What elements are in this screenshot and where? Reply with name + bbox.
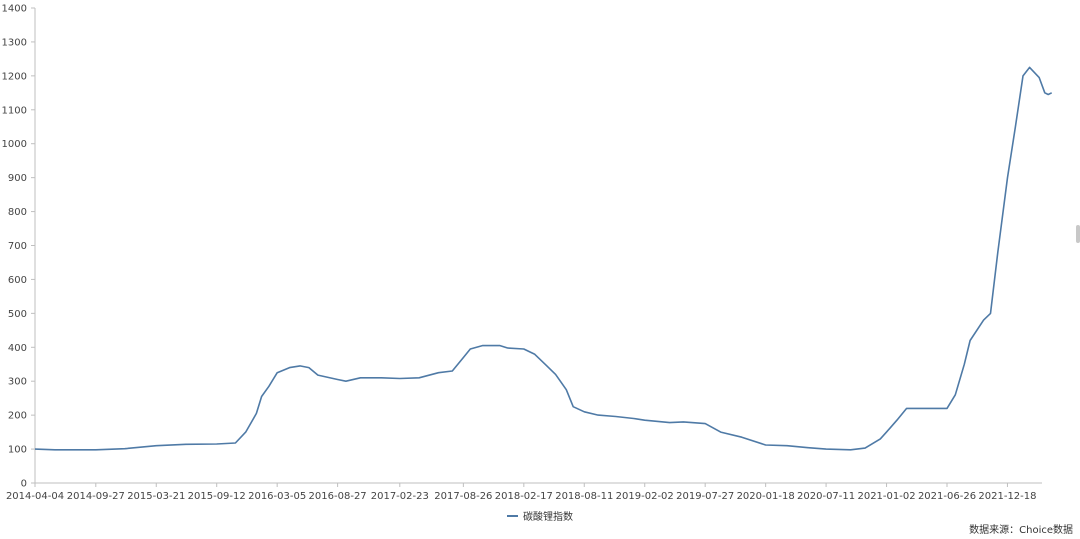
y-tick-label: 1000 <box>2 139 27 150</box>
series-layer <box>34 66 1053 451</box>
x-tick-label: 2016-03-05 <box>248 491 306 502</box>
y-tick-label: 1400 <box>2 4 27 15</box>
x-tick-label: 2014-04-04 <box>6 491 64 502</box>
y-tick-label: 700 <box>8 241 27 252</box>
x-axis: 2014-04-04 2014-09-27 2015-03-21 2015-09-12… <box>6 482 1042 502</box>
x-tick-label: 2021-12-18 <box>978 491 1036 502</box>
x-tick-label: 2016-08-27 <box>309 491 367 502</box>
x-tick-label: 2015-03-21 <box>127 491 185 502</box>
y-tick-label: 500 <box>8 309 27 320</box>
y-tick-label: 1100 <box>2 105 27 116</box>
x-tick-label: 2020-07-11 <box>797 491 855 502</box>
x-tick-label: 2019-02-02 <box>616 491 674 502</box>
legend: 碳酸锂指数 <box>507 510 573 523</box>
legend-label: 碳酸锂指数 <box>523 510 573 523</box>
y-tick-label: 200 <box>8 411 27 422</box>
y-tick-label: 400 <box>8 343 27 354</box>
x-tick-label: 2020-01-18 <box>737 491 795 502</box>
y-tick-label: 300 <box>8 377 27 388</box>
y-axis: 0 100 200 300 400 500 600 700 800 900 1000 1100 1200… <box>2 4 36 490</box>
x-tick-label: 2014-09-27 <box>67 491 125 502</box>
scrollbar-thumb[interactable] <box>1076 225 1080 243</box>
y-tick-label: 800 <box>8 207 27 218</box>
y-tick-label: 1200 <box>2 71 27 82</box>
x-tick-label: 2015-09-12 <box>188 491 246 502</box>
x-tick-label: 2017-02-23 <box>371 491 429 502</box>
y-tick-label: 900 <box>8 173 27 184</box>
x-tick-label: 2021-01-02 <box>857 491 915 502</box>
y-tick-label: 600 <box>8 275 27 286</box>
y-tick-label: 0 <box>21 479 27 490</box>
x-tick-label: 2021-06-26 <box>918 491 976 502</box>
x-tick-label: 2017-08-26 <box>434 491 492 502</box>
source-note: 数据来源：Choice数据 <box>969 523 1073 536</box>
x-tick-label: 2018-02-17 <box>495 491 553 502</box>
x-tick-label: 2019-07-27 <box>676 491 734 502</box>
series-line <box>34 66 1053 451</box>
y-tick-label: 100 <box>8 445 27 456</box>
x-tick-label: 2018-08-11 <box>555 491 613 502</box>
y-tick-label: 1300 <box>2 37 27 48</box>
